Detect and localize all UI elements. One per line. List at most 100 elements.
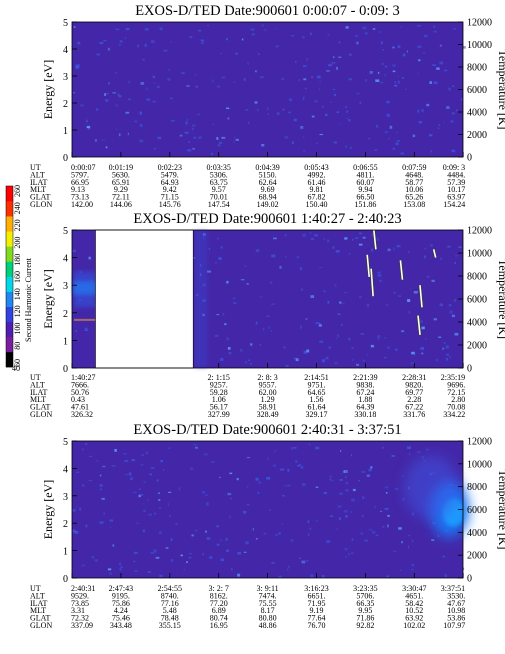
- heatmap-cell: [246, 457, 250, 459]
- heatmap-cell: [270, 330, 273, 332]
- heatmap-cell: [206, 25, 209, 27]
- table-cell: 142.00: [71, 200, 93, 209]
- heatmap-cell: [188, 141, 190, 143]
- table-cell: 58.91: [259, 403, 277, 412]
- heatmap-cell: [391, 455, 395, 457]
- heatmap-cell: [118, 95, 122, 98]
- heatmap-cell: [381, 62, 384, 65]
- heatmap-cell: [197, 113, 200, 116]
- heatmap-cell: [233, 136, 236, 139]
- heatmap-cell: [387, 515, 390, 517]
- heatmap-cell: [252, 527, 254, 531]
- heatmap-cell: [139, 111, 142, 115]
- heatmap-cell: [281, 77, 284, 80]
- heatmap-cell: [153, 147, 156, 150]
- heatmap-cell: [329, 478, 332, 481]
- heatmap-cell: [221, 136, 226, 139]
- heatmap-cell: [377, 237, 379, 241]
- heatmap-cell: [318, 266, 323, 268]
- table-cell: 9.57: [212, 185, 226, 194]
- colorbar-tick-label: 40: [12, 364, 20, 373]
- table-cell: 65.91: [112, 178, 130, 187]
- table-cell: 70.08: [447, 403, 465, 412]
- heatmap-cell: [138, 494, 141, 498]
- heatmap-cell: [380, 510, 383, 512]
- heatmap-cell: [163, 49, 168, 52]
- heatmap-cell: [337, 334, 340, 337]
- heatmap-cell: [377, 335, 381, 338]
- heatmap-cell: [99, 41, 104, 45]
- heatmap-cell: [440, 303, 443, 307]
- table-cell: 149.02: [257, 200, 279, 209]
- heatmap-cell: [423, 34, 428, 38]
- table-cell: 9257.: [210, 380, 228, 389]
- heatmap-cell: [318, 88, 320, 91]
- heatmap-cell: [377, 71, 380, 74]
- table-cell: 343.48: [110, 621, 132, 630]
- table-cell: 73.85: [71, 599, 89, 608]
- heatmap-cell: [435, 358, 438, 362]
- colorbar-swatch: [6, 351, 13, 368]
- heatmap-cell: [385, 492, 388, 494]
- heatmap-cell: [150, 467, 155, 469]
- heatmap-cell: [364, 539, 369, 542]
- chart-title: EXOS-D/TED Date:900601 2:40:31 - 3:37:51: [133, 422, 401, 438]
- heatmap-cell: [384, 74, 386, 77]
- heatmap-cell: [216, 525, 220, 528]
- heatmap-cell: [145, 451, 148, 455]
- spike: [417, 315, 421, 335]
- heatmap-cell: [306, 58, 308, 61]
- table-cell: 3:16:23: [304, 584, 328, 593]
- heatmap-cell: [94, 139, 97, 142]
- heatmap-cell: [449, 356, 451, 358]
- y-tick-label: 3: [63, 492, 68, 503]
- heatmap-cell: [274, 28, 277, 30]
- heatmap-cell: [316, 142, 318, 145]
- heatmap-cell: [220, 538, 222, 542]
- heatmap-cell: [143, 481, 146, 483]
- heatmap-cell: [184, 131, 189, 134]
- table-row-label: UT: [30, 373, 41, 382]
- heatmap-cell: [380, 41, 383, 45]
- table-row-label: ILAT: [30, 388, 47, 397]
- heatmap-cell: [330, 101, 332, 104]
- y-tick-label: 3: [63, 72, 68, 83]
- heatmap-cell: [271, 562, 275, 564]
- heatmap-cell: [358, 479, 360, 482]
- heatmap-cell: [75, 506, 77, 508]
- heatmap-speckles: [73, 24, 466, 155]
- heatmap-cell: [275, 45, 279, 48]
- data-gap: [95, 229, 194, 369]
- heatmap-cell: [385, 65, 387, 68]
- heatmap-cell: [124, 460, 129, 462]
- heatmap-cell: [411, 564, 414, 567]
- heatmap-cell: [75, 330, 78, 332]
- table-cell: 77.64: [308, 614, 326, 623]
- heatmap-cell: [348, 78, 353, 81]
- heatmap-cell: [274, 534, 279, 536]
- heatmap-cell: [148, 513, 152, 516]
- heatmap-cell: [344, 548, 348, 551]
- heatmap-cell: [299, 557, 302, 559]
- heatmap-cell: [73, 92, 76, 94]
- heatmap-cell: [354, 237, 359, 239]
- heatmap-cell: [77, 41, 81, 45]
- table-cell: 71.95: [308, 599, 326, 608]
- heatmap-cell: [331, 479, 334, 482]
- heatmap-cell: [139, 139, 143, 143]
- heatmap-cell: [280, 468, 285, 471]
- heatmap-cell: [225, 538, 229, 541]
- heatmap-cell: [361, 514, 364, 517]
- heatmap-cell: [191, 127, 194, 131]
- heatmap-cell: [417, 451, 421, 453]
- heatmap-cell: [157, 136, 162, 140]
- table-cell: 5306.: [210, 170, 228, 179]
- y2-axis-label: Temperature [K]: [496, 49, 505, 129]
- heatmap-cell: [369, 468, 372, 470]
- table-cell: 0:04:39: [255, 163, 279, 172]
- heatmap-cell: [250, 343, 253, 346]
- heatmap-cell: [118, 133, 121, 137]
- heatmap-cell: [397, 45, 401, 48]
- heatmap-cell: [194, 446, 198, 449]
- heatmap-cell: [388, 137, 390, 140]
